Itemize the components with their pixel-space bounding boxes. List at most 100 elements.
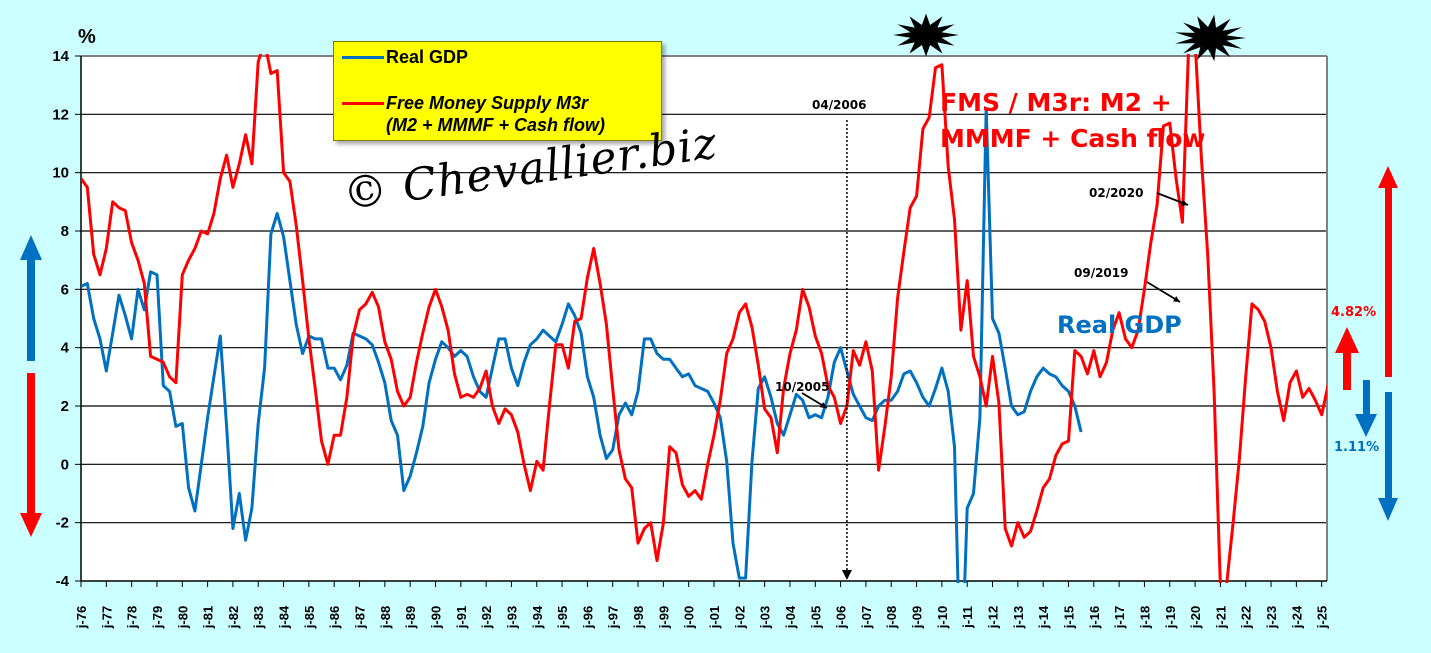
x-tick-label: j-01 <box>707 606 722 629</box>
x-tick-label: j-09 <box>910 606 925 629</box>
legend-label-fms: Free Money Supply M3r <box>386 93 589 113</box>
x-tick-label: j-83 <box>251 606 266 629</box>
overflow-burst-2020-icon <box>1175 14 1246 62</box>
legend-swatch-fms <box>342 102 384 105</box>
fms-title-annotation: FMS / M3r: M2 + MMMF + Cash flow <box>940 85 1205 157</box>
legend-swatch-real-gdp <box>342 56 384 59</box>
arrowhead-04-2006 <box>841 570 852 580</box>
y-tick-label: 12 <box>52 106 69 123</box>
arrow-02-2020-head <box>1181 199 1188 206</box>
y-tick-label: 10 <box>52 165 69 182</box>
x-tick-label: j-08 <box>884 606 899 629</box>
x-tick-label: j-79 <box>150 606 165 629</box>
fms-title-line2: MMMF + Cash flow <box>940 124 1206 153</box>
x-tick-label: j-96 <box>580 606 595 629</box>
date-label-09-2019: 09/2019 <box>1074 266 1129 280</box>
y-tick-label: -4 <box>56 573 70 590</box>
y-axis-unit: % <box>78 26 96 48</box>
x-tick-label: j-99 <box>656 606 671 629</box>
x-tick-label: j-24 <box>1289 605 1304 629</box>
x-tick-label: j-07 <box>859 606 874 629</box>
x-tick-label: j-78 <box>125 606 140 629</box>
legend: Real GDP Free Money Supply M3r (M2 + MMM… <box>333 41 662 141</box>
x-tick-label: j-03 <box>758 606 773 629</box>
x-tick-label: j-93 <box>504 606 519 629</box>
overflow-burst-2009-icon <box>893 13 959 57</box>
decorations <box>20 13 1398 580</box>
right-small-blue-arrow-shaft <box>1363 380 1370 415</box>
x-tick-label: j-90 <box>428 606 443 629</box>
x-tick-label: j-11 <box>960 606 975 629</box>
left-blue-arrow-shaft <box>27 253 35 361</box>
x-tick-label: j-86 <box>327 606 342 629</box>
x-axis: j-76 j-77 j-78 j-79 j-80 j-81 j-82 j-83 j-84 j-85… <box>74 580 1330 629</box>
date-label-02-2020: 02/2020 <box>1089 186 1144 200</box>
x-tick-label: j-13 <box>1011 606 1026 629</box>
x-tick-label: j-05 <box>808 606 823 629</box>
x-tick-label: j-23 <box>1264 606 1279 629</box>
x-tick-label: j-18 <box>1137 606 1152 629</box>
x-tick-label: j-97 <box>606 606 621 629</box>
x-tick-label: j-81 <box>201 606 216 629</box>
x-tick-label: j-12 <box>986 606 1001 629</box>
latest-fms-value: 4.82% <box>1331 305 1377 320</box>
x-tick-label: j-20 <box>1188 606 1203 629</box>
x-tick-label: j-77 <box>99 606 114 629</box>
y-tick-label: 8 <box>61 223 69 240</box>
x-tick-label: j-15 <box>1061 606 1076 629</box>
left-blue-arrow-up-icon <box>20 235 42 260</box>
x-tick-label: j-80 <box>175 606 190 629</box>
x-tick-label: j-02 <box>732 606 747 629</box>
gridlines <box>81 55 1328 581</box>
x-tick-label: j-91 <box>454 606 469 629</box>
series-lines <box>81 54 1327 583</box>
y-tick-label: 14 <box>52 48 69 65</box>
x-tick-label: j-94 <box>530 605 545 629</box>
x-tick-label: j-14 <box>1036 605 1051 629</box>
x-tick-label: j-87 <box>353 606 368 629</box>
legend-item-real-gdp: Real GDP <box>334 46 468 68</box>
y-tick-label: 2 <box>61 398 69 415</box>
series-line-real-gdp <box>81 107 1083 583</box>
right-small-red-arrow-shaft <box>1343 352 1351 390</box>
left-red-arrow-shaft <box>27 373 35 513</box>
x-tick-label: j-21 <box>1213 606 1228 629</box>
x-tick-label: j-88 <box>378 606 393 629</box>
x-tick-label: j-76 <box>74 606 89 629</box>
series-line-fms-m3r <box>81 54 1327 583</box>
right-big-blue-arrow-down-icon <box>1378 498 1398 521</box>
x-tick-label: j-98 <box>631 606 646 629</box>
latest-gdp-value: 1.11% <box>1334 440 1380 455</box>
y-tick-label: -2 <box>56 515 69 532</box>
x-tick-label: j-10 <box>935 606 950 629</box>
x-tick-label: j-06 <box>834 606 849 629</box>
x-tick-label: j-22 <box>1239 606 1254 629</box>
x-tick-label: j-17 <box>1112 606 1127 629</box>
x-tick-label: j-85 <box>302 606 317 629</box>
fms-title-line1: FMS / M3r: M2 + <box>940 88 1172 117</box>
right-big-blue-arrow-shaft <box>1385 392 1392 500</box>
right-small-blue-arrow-down-icon <box>1355 414 1377 437</box>
x-tick-label: j-16 <box>1087 606 1102 629</box>
arrow-09-2019 <box>1146 281 1181 303</box>
right-small-red-arrow-up-icon <box>1335 327 1359 353</box>
y-tick-label: 0 <box>61 456 69 473</box>
arrow-10-2005-head <box>820 402 827 408</box>
y-tick-label: 4 <box>61 340 70 357</box>
arrow-09-2019-head <box>1173 296 1180 302</box>
x-tick-label: j-25 <box>1315 606 1330 629</box>
x-tick-label: j-82 <box>226 606 241 629</box>
x-tick-label: j-95 <box>555 606 570 629</box>
y-axis: -4 -2 0 2 4 6 8 10 12 14 <box>52 48 82 590</box>
y-tick-label: 6 <box>61 281 69 298</box>
left-red-arrow-down-icon <box>20 513 42 537</box>
date-label-10-2005: 10/2005 <box>775 380 830 394</box>
x-tick-label: j-84 <box>277 605 292 629</box>
legend-label-fms-sub: (M2 + MMMF + Cash flow) <box>386 115 606 135</box>
right-big-red-arrow-shaft <box>1385 185 1392 377</box>
right-big-red-arrow-up-icon <box>1378 166 1398 188</box>
date-label-04-2006: 04/2006 <box>812 98 867 112</box>
x-tick-label: j-04 <box>783 605 798 629</box>
x-tick-label: j-00 <box>682 606 697 629</box>
